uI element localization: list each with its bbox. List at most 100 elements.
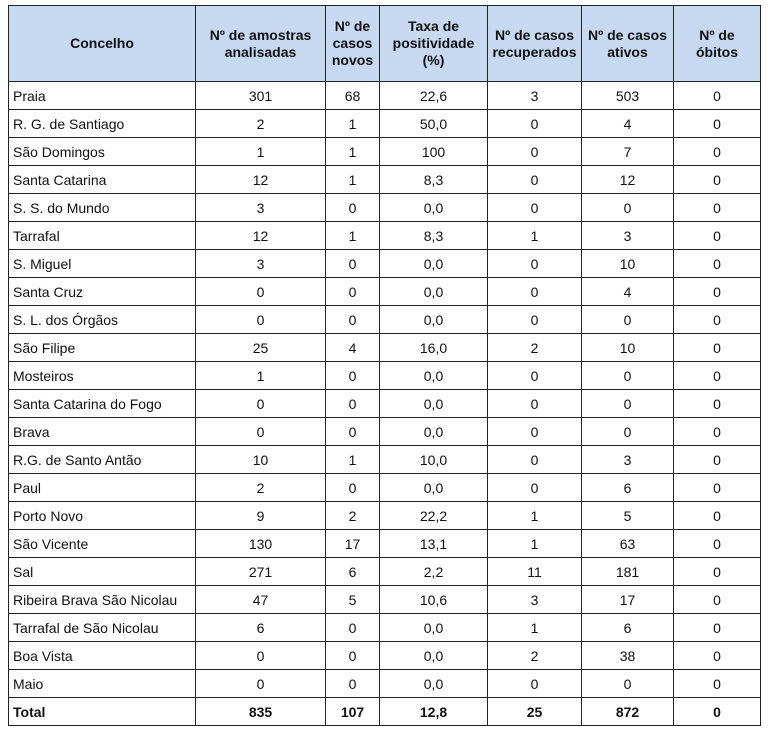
- value-cell: 6: [581, 613, 674, 642]
- municipality-cell: S. S. do Mundo: [8, 193, 196, 222]
- municipality-cell: Santa Catarina: [8, 165, 196, 194]
- table-row: São Filipe 25 4 16,0 2 10 0: [8, 333, 761, 362]
- table-row: Paul 2 0 0,0 0 6 0: [8, 473, 761, 502]
- value-cell: 0,0: [379, 305, 488, 334]
- value-cell: 1: [195, 361, 326, 390]
- value-cell: 0: [673, 389, 761, 418]
- value-cell: 0: [581, 193, 674, 222]
- value-cell: 0: [325, 417, 380, 446]
- municipality-cell: Santa Catarina do Fogo: [8, 389, 196, 418]
- value-cell: 0: [673, 361, 761, 390]
- value-cell: 0,0: [379, 361, 488, 390]
- value-cell: 0: [487, 193, 582, 222]
- table-row: S. L. dos Órgãos 0 0 0,0 0 0 0: [8, 305, 761, 334]
- total-cell: 835: [195, 697, 326, 726]
- table-row: R. G. de Santiago 2 1 50,0 0 4 0: [8, 109, 761, 138]
- municipality-cell: Mosteiros: [8, 361, 196, 390]
- header-cell: Taxa de positividade (%): [379, 5, 488, 82]
- value-cell: 0: [673, 137, 761, 166]
- value-cell: 0: [325, 193, 380, 222]
- value-cell: 8,3: [379, 221, 488, 250]
- value-cell: 0: [487, 277, 582, 306]
- value-cell: 6: [325, 557, 380, 586]
- value-cell: 3: [487, 81, 582, 110]
- value-cell: 1: [487, 221, 582, 250]
- table-row: Ribeira Brava São Nicolau 47 5 10,6 3 17 0: [8, 585, 761, 614]
- table-row: Praia 301 68 22,6 3 503 0: [8, 81, 761, 110]
- value-cell: 0: [673, 585, 761, 614]
- table-row: R.G. de Santo Antão 10 1 10,0 0 3 0: [8, 445, 761, 474]
- value-cell: 0: [487, 137, 582, 166]
- municipality-cell: R. G. de Santiago: [8, 109, 196, 138]
- municipality-cell: São Vicente: [8, 529, 196, 558]
- municipality-cell: Brava: [8, 417, 196, 446]
- value-cell: 0: [673, 249, 761, 278]
- total-label: Total: [8, 697, 196, 726]
- municipality-cell: Tarrafal de São Nicolau: [8, 613, 196, 642]
- value-cell: 1: [195, 137, 326, 166]
- value-cell: 5: [581, 501, 674, 530]
- value-cell: 47: [195, 585, 326, 614]
- value-cell: 13,1: [379, 529, 488, 558]
- municipality-cell: S. Miguel: [8, 249, 196, 278]
- municipality-cell: Praia: [8, 81, 196, 110]
- value-cell: 3: [487, 585, 582, 614]
- value-cell: 0: [673, 501, 761, 530]
- value-cell: 50,0: [379, 109, 488, 138]
- table-row: Santa Catarina 12 1 8,3 0 12 0: [8, 165, 761, 194]
- value-cell: 0,0: [379, 641, 488, 670]
- value-cell: 0: [195, 277, 326, 306]
- municipality-cell: Sal: [8, 557, 196, 586]
- value-cell: 2: [195, 109, 326, 138]
- value-cell: 2: [487, 641, 582, 670]
- table-row: Sal 271 6 2,2 11 181 0: [8, 557, 761, 586]
- value-cell: 0: [673, 109, 761, 138]
- value-cell: 10,6: [379, 585, 488, 614]
- value-cell: 0: [581, 417, 674, 446]
- value-cell: 0: [673, 417, 761, 446]
- table-row: Brava 0 0 0,0 0 0 0: [8, 417, 761, 446]
- value-cell: 0: [325, 641, 380, 670]
- value-cell: 1: [487, 501, 582, 530]
- table-row: Tarrafal de São Nicolau 6 0 0,0 1 6 0: [8, 613, 761, 642]
- value-cell: 0: [673, 221, 761, 250]
- value-cell: 1: [325, 445, 380, 474]
- value-cell: 1: [325, 109, 380, 138]
- value-cell: 8,3: [379, 165, 488, 194]
- value-cell: 0: [325, 669, 380, 698]
- value-cell: 0,0: [379, 389, 488, 418]
- value-cell: 12: [195, 221, 326, 250]
- value-cell: 12: [581, 165, 674, 194]
- value-cell: 10: [581, 249, 674, 278]
- total-cell: 12,8: [379, 697, 488, 726]
- total-row: Total 835 107 12,8 25 872 0: [8, 697, 761, 726]
- table-row: Porto Novo 9 2 22,2 1 5 0: [8, 501, 761, 530]
- value-cell: 2,2: [379, 557, 488, 586]
- municipality-cell: Santa Cruz: [8, 277, 196, 306]
- municipality-cell: Porto Novo: [8, 501, 196, 530]
- value-cell: 16,0: [379, 333, 488, 362]
- value-cell: 0: [673, 305, 761, 334]
- municipality-cell: São Domingos: [8, 137, 196, 166]
- value-cell: 0: [487, 361, 582, 390]
- value-cell: 130: [195, 529, 326, 558]
- table-row: S. S. do Mundo 3 0 0,0 0 0 0: [8, 193, 761, 222]
- value-cell: 0: [325, 389, 380, 418]
- value-cell: 271: [195, 557, 326, 586]
- value-cell: 1: [325, 221, 380, 250]
- value-cell: 0: [325, 305, 380, 334]
- municipality-cell: Boa Vista: [8, 641, 196, 670]
- value-cell: 3: [195, 193, 326, 222]
- value-cell: 0: [195, 417, 326, 446]
- value-cell: 0,0: [379, 613, 488, 642]
- value-cell: 1: [325, 137, 380, 166]
- total-cell: 107: [325, 697, 380, 726]
- value-cell: 4: [581, 277, 674, 306]
- value-cell: 0: [195, 669, 326, 698]
- value-cell: 0,0: [379, 417, 488, 446]
- value-cell: 25: [195, 333, 326, 362]
- municipality-cell: Tarrafal: [8, 221, 196, 250]
- value-cell: 0: [673, 641, 761, 670]
- value-cell: 0: [487, 389, 582, 418]
- municipality-cell: Ribeira Brava São Nicolau: [8, 585, 196, 614]
